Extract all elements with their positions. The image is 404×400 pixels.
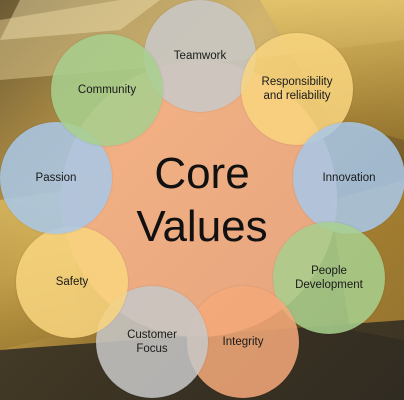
value-circle xyxy=(293,122,404,234)
value-label: Integrity xyxy=(222,336,264,348)
value-circle xyxy=(16,226,128,338)
value-label: Passion xyxy=(35,172,77,184)
value-circle xyxy=(51,34,163,146)
value-label: Community xyxy=(77,84,137,96)
value-label: People Development xyxy=(295,265,363,291)
center-title-line-2: Values xyxy=(136,202,268,251)
value-label: Safety xyxy=(55,276,89,288)
value-label: Customer Focus xyxy=(127,329,177,355)
value-label: Innovation xyxy=(322,172,376,184)
value-label: Responsibility and reliability xyxy=(261,76,333,102)
center-title-line-1: Core xyxy=(154,149,250,198)
value-label: Teamwork xyxy=(173,50,227,62)
